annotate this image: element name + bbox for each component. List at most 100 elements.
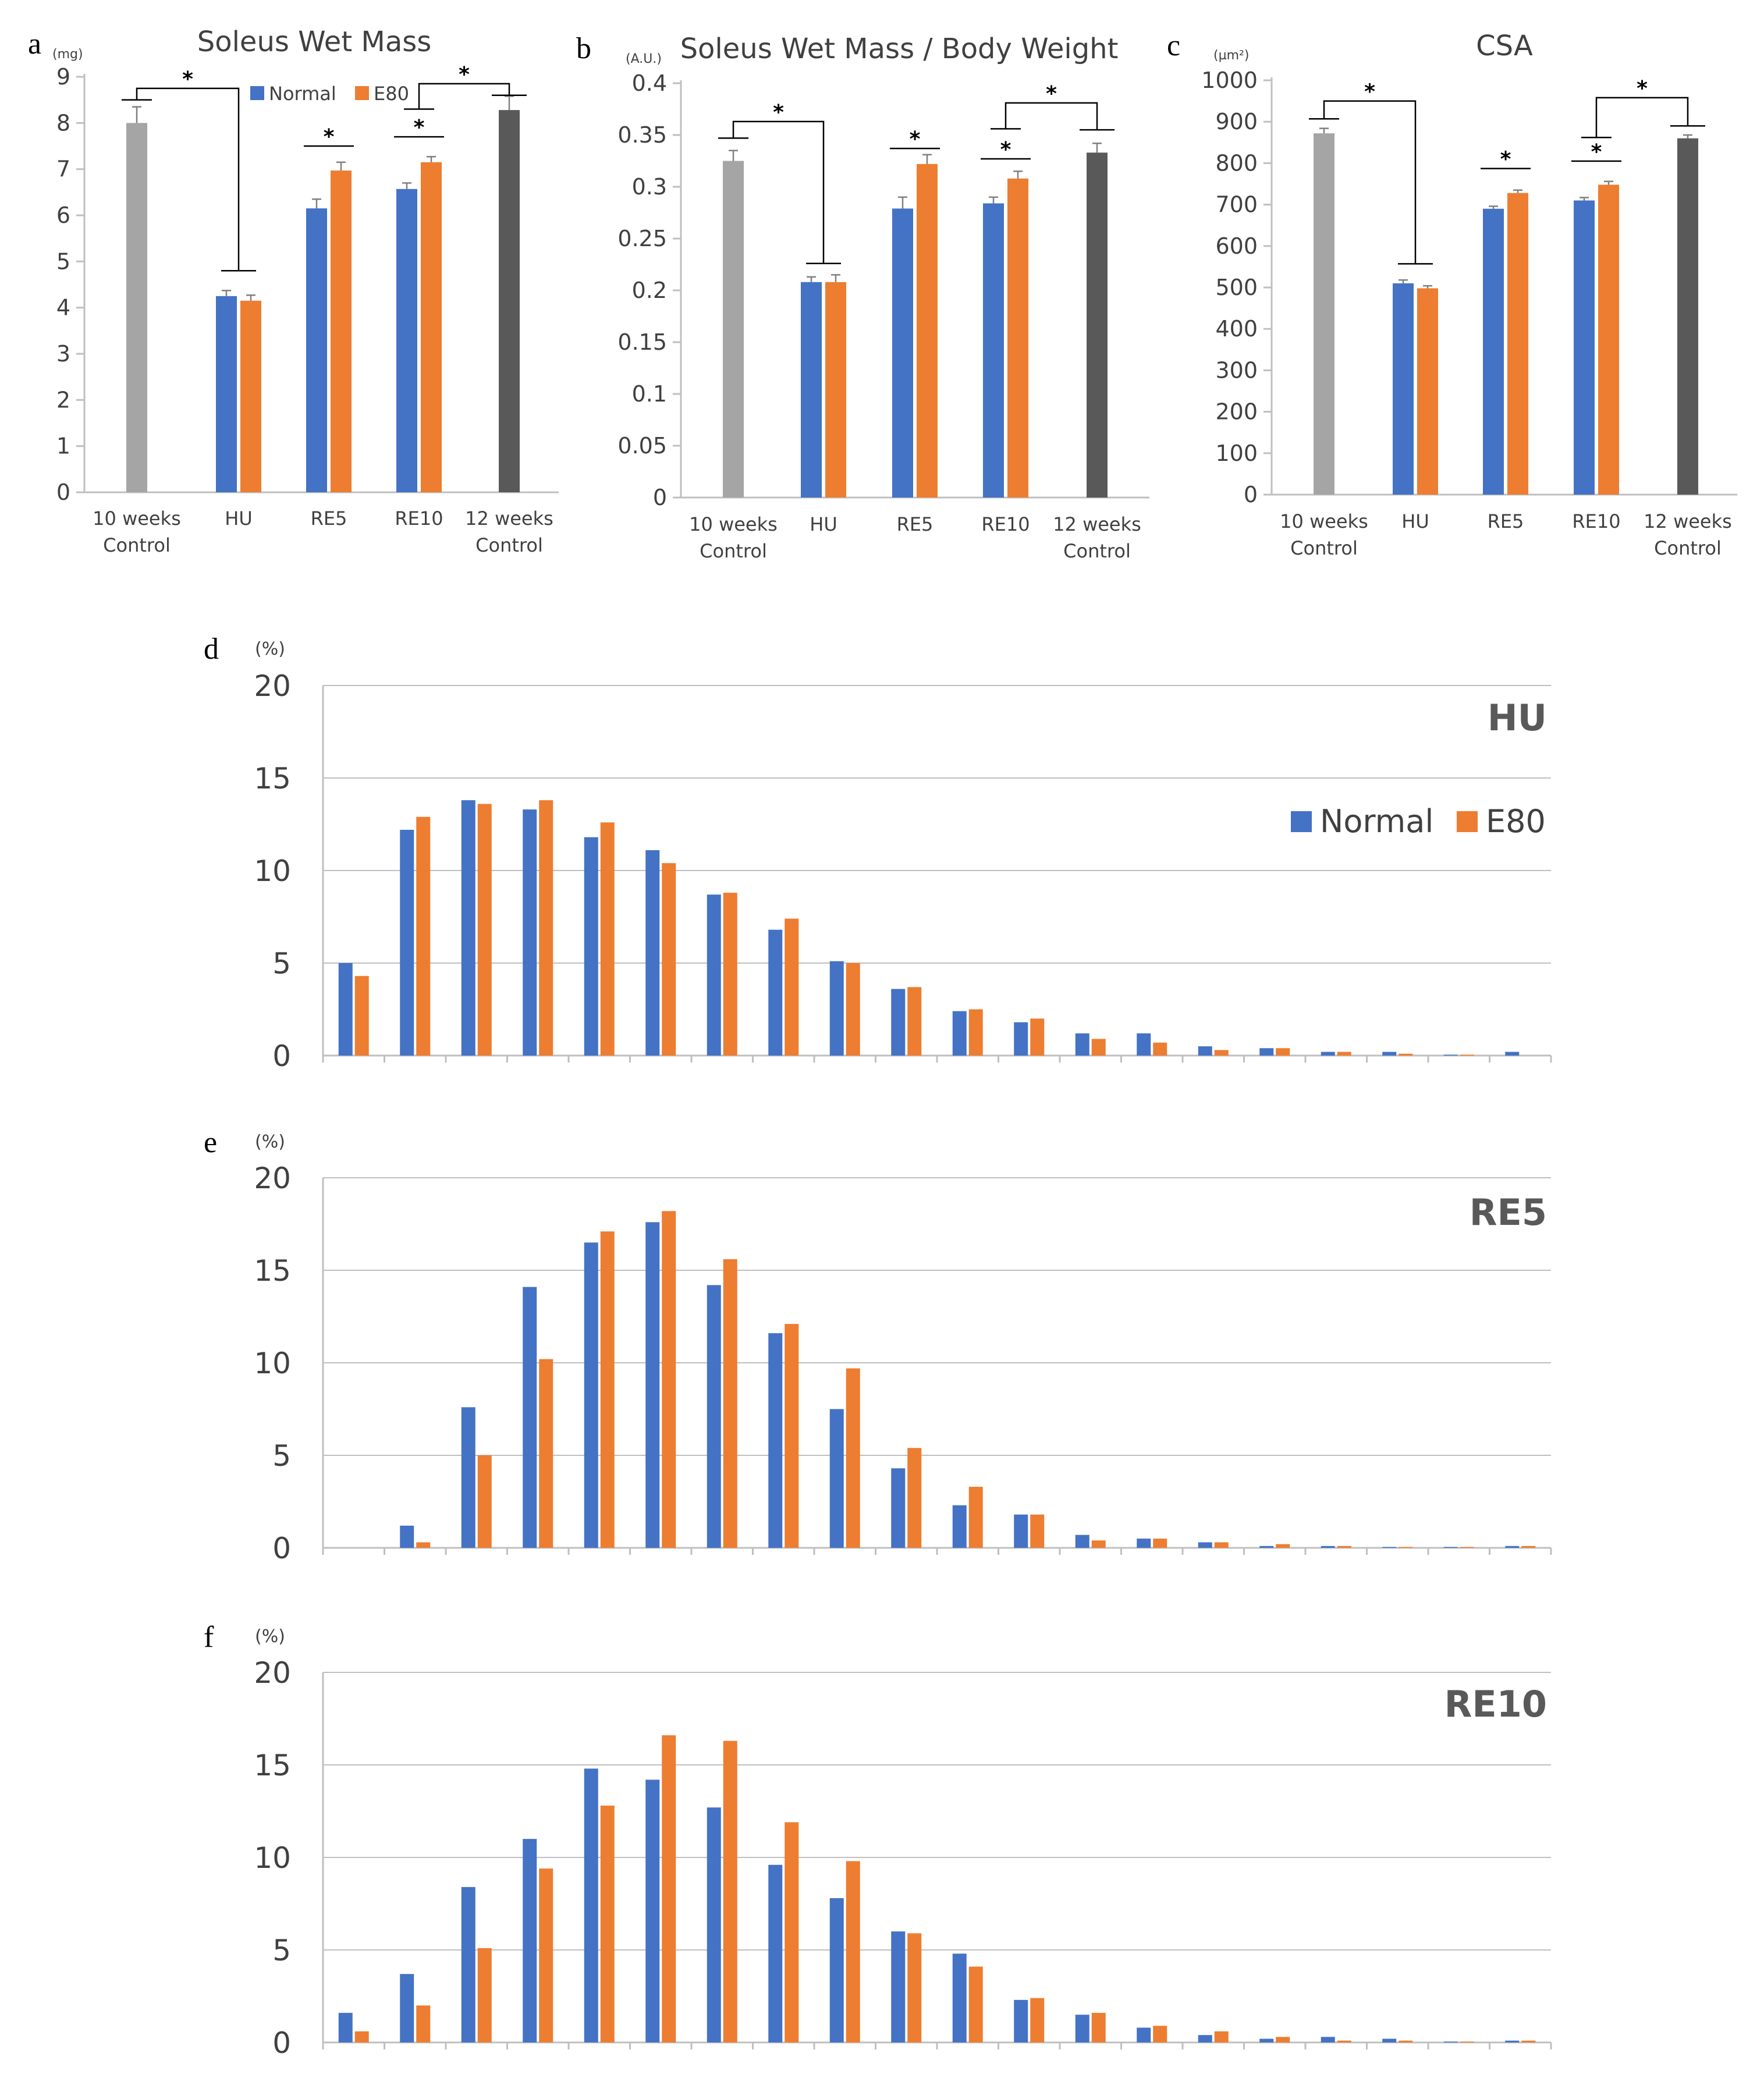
bar-e80 [1276, 1544, 1290, 1548]
x-tick-label: HU [1401, 510, 1429, 532]
bar-control10 [1314, 133, 1334, 495]
y-tick-label: 700 [1215, 192, 1258, 218]
y-tick-label: 3 [56, 341, 70, 367]
panel-f: f (%) 0 5 10 15 20 RE10 [204, 1621, 1552, 2060]
bar-e80 [1030, 1998, 1045, 2042]
y-unit: (µm²) [1213, 48, 1249, 63]
bar-e80 [1521, 2040, 1536, 2042]
bar-e80 [846, 1861, 860, 2042]
significance-star: * [773, 101, 784, 125]
bar-normal [400, 830, 414, 1056]
bar-e80 [662, 863, 676, 1056]
y-tick-label: 0.05 [617, 433, 667, 459]
bar-e80 [1153, 1042, 1167, 1056]
panel-b: b (A.U.) Soleus Wet Mass / Body Weight 0 0.0… [576, 32, 1149, 562]
bar-e80 [1091, 1039, 1106, 1056]
bar-normal [1382, 2038, 1397, 2042]
legend: Normal E80 [1291, 803, 1546, 840]
bar-e80 [1091, 1540, 1106, 1548]
y-tick-label: 0.15 [617, 329, 667, 355]
bar-e80 [1214, 2031, 1229, 2042]
x-tick-label: RE5 [897, 513, 934, 535]
bar-normal [1321, 1051, 1335, 1056]
bar-normal [396, 189, 417, 492]
bar-e80 [1091, 2013, 1106, 2042]
bar-e80 [1337, 1051, 1351, 1056]
legend-swatch-normal [1291, 811, 1312, 832]
bar-e80 [662, 1735, 676, 2042]
y-tick-label: 20 [254, 669, 291, 703]
bar-e80 [662, 1211, 676, 1548]
bar-e80 [1507, 193, 1528, 495]
significance-star: * [182, 68, 193, 91]
bar-normal [1382, 1051, 1397, 1056]
y-tick-label: 0.1 [632, 381, 667, 407]
bar-normal [1198, 1542, 1212, 1548]
bar-e80 [825, 282, 846, 498]
x-tick-label: 12 weeks Control [465, 507, 553, 556]
chart-title: HU [1488, 697, 1547, 739]
bar-e80 [846, 963, 860, 1056]
panel-letter: c [1167, 29, 1180, 62]
bar-normal [1483, 208, 1504, 495]
bar-e80 [1030, 1514, 1045, 1548]
bar-normal [461, 800, 475, 1056]
bar-normal [461, 1407, 475, 1548]
y-tick-label: 0.2 [632, 278, 667, 303]
bar-control12 [1677, 138, 1698, 495]
bar-normal [1505, 1051, 1520, 1056]
legend-label-e80: E80 [1486, 803, 1546, 840]
bar-normal [1137, 2027, 1151, 2042]
panel-letter: f [204, 1621, 214, 1654]
bar-normal [1014, 1999, 1028, 2042]
bar-normal [645, 850, 660, 1056]
bar-normal [768, 929, 783, 1056]
bar-e80 [1214, 1050, 1229, 1056]
bar-normal [1259, 1048, 1274, 1056]
bar-normal [1137, 1033, 1151, 1056]
significance-star: * [459, 63, 470, 87]
significance-star: * [1500, 148, 1511, 172]
legend-swatch-e80 [1457, 811, 1478, 832]
bar-e80 [539, 800, 553, 1056]
x-tick-label: RE10 [395, 507, 443, 530]
bar-e80 [1153, 1539, 1167, 1548]
significance-star: * [1591, 140, 1602, 164]
legend-label-normal: Normal [1320, 803, 1433, 840]
chart-title: RE10 [1444, 1683, 1547, 1725]
y-tick-label: 8 [56, 110, 70, 136]
significance-bracket [1323, 100, 1417, 264]
significance-star: * [910, 127, 921, 151]
significance-star: * [1637, 77, 1648, 101]
bar-control12 [1087, 152, 1108, 498]
panel-letter: b [576, 32, 591, 65]
bar-e80 [421, 162, 442, 492]
x-tick-label: HU [810, 513, 837, 535]
bar-normal [400, 1974, 414, 2042]
panel-a: a (mg) Soleus Wet Mass 0 1 2 3 4 5 6 7 8 9 10 weeks Co… [28, 26, 559, 556]
y-unit: (A.U.) [626, 52, 662, 66]
y-unit: (%) [255, 1626, 285, 1647]
y-tick-label: 0 [272, 1039, 291, 1073]
legend-swatch-e80 [355, 86, 369, 100]
bar-e80 [1460, 1054, 1474, 1056]
y-tick-label: 7 [56, 157, 70, 182]
bar-e80 [1007, 178, 1028, 498]
y-tick-label: 100 [1215, 440, 1258, 466]
bar-normal [1321, 2037, 1335, 2042]
x-tick-label: 12 weeks Control [1644, 510, 1732, 559]
bar-e80 [354, 976, 369, 1056]
bar-normal [801, 282, 822, 498]
bar-e80 [354, 2031, 369, 2042]
bar-e80 [1337, 1546, 1351, 1548]
y-tick-label: 1000 [1201, 68, 1258, 93]
legend-label-normal: Normal [269, 83, 336, 105]
y-tick-label: 0.35 [617, 122, 667, 148]
significance-bracket [1005, 102, 1098, 130]
bar-e80 [477, 804, 492, 1056]
y-tick-label: 6 [56, 203, 70, 228]
bar-e80 [416, 2005, 431, 2042]
bar-e80 [1460, 1547, 1474, 1548]
bar-normal [829, 1409, 844, 1548]
significance-star: * [414, 116, 425, 140]
